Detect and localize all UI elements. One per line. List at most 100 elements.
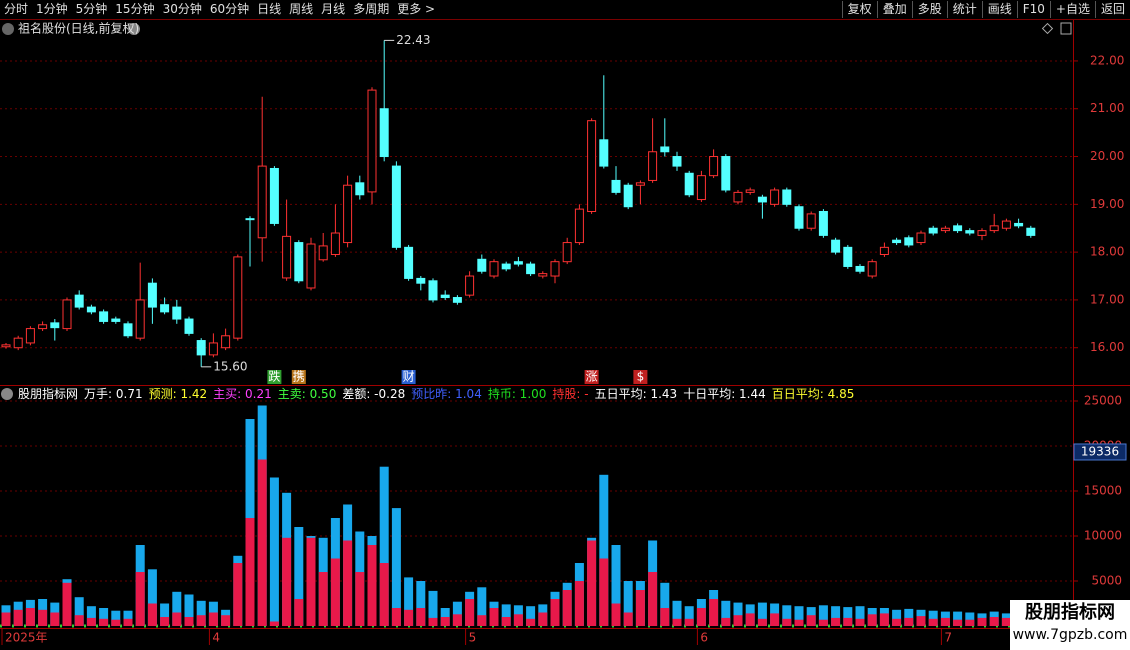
candle-body bbox=[892, 239, 902, 244]
volume-bar bbox=[684, 606, 694, 626]
diamond-icon[interactable] bbox=[1041, 22, 1054, 35]
signal-badge bbox=[291, 370, 306, 384]
candle-body bbox=[111, 318, 121, 322]
volume-bar bbox=[99, 618, 109, 626]
volume-bar bbox=[989, 617, 999, 626]
candle-body bbox=[330, 232, 340, 256]
volume-bar bbox=[416, 608, 426, 626]
candle-body bbox=[684, 172, 694, 196]
period-tab[interactable]: 月线 bbox=[321, 2, 346, 16]
candle-body bbox=[343, 184, 353, 244]
period-tab[interactable]: 30分钟 bbox=[162, 2, 202, 16]
candle-body bbox=[13, 337, 23, 349]
volume-bar bbox=[428, 590, 438, 626]
period-tab[interactable]: 1分钟 bbox=[36, 2, 68, 16]
y-tick-label: 15000 bbox=[1084, 484, 1122, 498]
volume-bar bbox=[404, 609, 414, 626]
indicator-value: 股朋指标网 bbox=[18, 387, 79, 401]
volume-bar bbox=[172, 591, 182, 626]
tool-button[interactable]: 返回 bbox=[1094, 1, 1130, 18]
tool-button[interactable]: 叠加 bbox=[876, 1, 912, 18]
tool-button[interactable]: 统计 bbox=[946, 1, 982, 18]
candle-body bbox=[587, 120, 597, 212]
volume-bar bbox=[184, 617, 194, 626]
volume-bar bbox=[196, 600, 206, 626]
tool-button[interactable]: 多股 bbox=[911, 1, 947, 18]
candle-body bbox=[379, 108, 389, 158]
indicator-value: 万手: 0.71 bbox=[84, 387, 143, 401]
candle-body bbox=[257, 165, 267, 239]
volume-bar bbox=[135, 572, 145, 626]
tool-button[interactable]: F10 bbox=[1016, 1, 1050, 18]
candle-body bbox=[867, 261, 877, 277]
volume-bar bbox=[879, 613, 889, 626]
candle-body bbox=[794, 206, 804, 229]
volume-bar bbox=[611, 545, 621, 626]
indicator-value: 主卖: 0.50 bbox=[277, 387, 337, 401]
volume-bar bbox=[684, 618, 694, 626]
candle-body bbox=[135, 299, 145, 339]
volume-bar bbox=[38, 609, 48, 626]
volume-bar bbox=[1, 612, 11, 626]
y-tick-label: 25000 bbox=[1084, 394, 1122, 408]
period-tab[interactable]: 5分钟 bbox=[75, 2, 108, 16]
candle-body bbox=[367, 89, 377, 193]
volume-bar bbox=[86, 606, 96, 626]
y-tick-label: 18.00 bbox=[1090, 245, 1124, 259]
volume-bar bbox=[660, 582, 670, 626]
volume-bar bbox=[50, 612, 60, 626]
volume-bar bbox=[147, 603, 157, 626]
volume-bar bbox=[233, 563, 243, 626]
candle-body bbox=[318, 245, 328, 261]
period-tab[interactable]: 日线 bbox=[257, 2, 282, 16]
volume-bar bbox=[208, 612, 218, 626]
volume-bar bbox=[221, 615, 231, 626]
period-tab[interactable]: 60分钟 bbox=[209, 2, 250, 16]
candle-body bbox=[282, 235, 292, 279]
volume-bar bbox=[770, 613, 780, 626]
period-tab[interactable]: 15分钟 bbox=[115, 2, 155, 16]
indicator-value: 预测: 1.42 bbox=[148, 387, 208, 401]
volume-bar bbox=[477, 587, 487, 626]
period-tab[interactable]: 分时 bbox=[4, 2, 29, 16]
menu-icon[interactable] bbox=[2, 23, 14, 35]
candle-body bbox=[904, 237, 914, 246]
candle-body bbox=[465, 275, 475, 296]
tool-button[interactable]: 复权 bbox=[841, 1, 877, 18]
signal-badge bbox=[401, 370, 416, 384]
period-tab[interactable]: 周线 bbox=[289, 2, 314, 16]
period-tab[interactable]: 更多 > bbox=[397, 2, 436, 16]
candle-body bbox=[428, 280, 438, 301]
volume-bar bbox=[111, 610, 121, 626]
volume-bar bbox=[379, 563, 389, 626]
dropdown-icon[interactable] bbox=[1, 388, 13, 400]
candle-body bbox=[526, 263, 536, 275]
volume-bar bbox=[269, 477, 279, 626]
volume-bar bbox=[526, 618, 536, 626]
candle-body bbox=[745, 189, 755, 193]
volume-bar bbox=[391, 608, 401, 626]
indicator-value: 差额: -0.28 bbox=[342, 387, 406, 401]
volume-bar bbox=[733, 602, 743, 626]
y-tick-label: 10000 bbox=[1084, 529, 1122, 543]
tool-button[interactable]: +自选 bbox=[1049, 1, 1095, 18]
period-tab[interactable]: 多周期 bbox=[353, 2, 390, 16]
volume-bar bbox=[404, 577, 414, 626]
tool-buttons: 复权 叠加 多股 统计 画线 F10 +自选 返回 bbox=[841, 0, 1130, 19]
tool-button[interactable]: 画线 bbox=[981, 1, 1017, 18]
volume-bar bbox=[940, 617, 950, 626]
window-icon[interactable] bbox=[1060, 22, 1072, 35]
volume-bar bbox=[843, 617, 853, 626]
dropdown-icon[interactable] bbox=[128, 23, 140, 35]
volume-bar bbox=[367, 545, 377, 626]
candle-body bbox=[818, 211, 828, 236]
y-tick-label: 5000 bbox=[1091, 574, 1122, 588]
volume-bar bbox=[623, 612, 633, 626]
candle-body bbox=[245, 218, 255, 221]
volume-bar bbox=[196, 615, 206, 626]
candle-body bbox=[196, 340, 206, 356]
signal-label: $ bbox=[637, 370, 645, 384]
indicator-value: 主买: 0.21 bbox=[213, 387, 272, 401]
candle-body bbox=[440, 294, 450, 299]
extreme-label: 15.60 bbox=[213, 359, 247, 373]
